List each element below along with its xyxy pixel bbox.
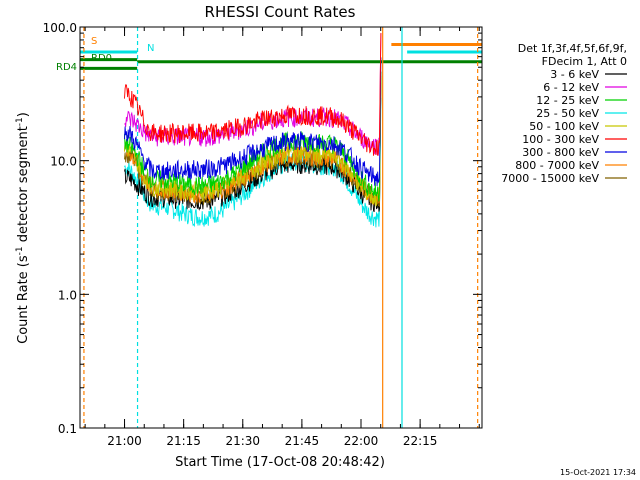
- y-axis-label: Count Rate (s-1 detector segment-1): [15, 112, 31, 344]
- legend-header: Det 1f,3f,4f,5f,6f,9f, FDecim 1, Att 0: [518, 42, 627, 68]
- legend-item-label: 300 - 800 keV: [522, 146, 599, 159]
- state-vlines: [83, 27, 479, 428]
- legend-item-label: 100 - 300 keV: [522, 133, 599, 146]
- timestamp: 15-Oct-2021 17:34: [560, 468, 636, 477]
- flag-bars: [80, 42, 482, 70]
- x-tick-label: 21:30: [225, 434, 260, 448]
- series-line-5: [124, 33, 382, 156]
- y-tick-label: 100.0: [43, 21, 77, 35]
- x-tick-label: 21:00: [107, 434, 142, 448]
- annotation-n: N: [147, 43, 154, 54]
- legend-item-label: 800 - 7000 keV: [515, 159, 599, 172]
- annotation-s: S: [91, 36, 97, 47]
- x-tick-label: 22:15: [403, 434, 438, 448]
- annotation-rd0: RD0: [91, 53, 112, 64]
- legend-header-line-2: FDecim 1, Att 0: [542, 55, 627, 68]
- plot-frame: [79, 26, 483, 429]
- x-tick-label: 22:00: [344, 434, 379, 448]
- y-axis-ticks: 0.1 1.0 10.0 100.0: [43, 21, 482, 436]
- x-tick-label: 21:45: [285, 434, 320, 448]
- chart-title: RHESSI Count Rates: [205, 3, 356, 21]
- x-axis-label: Start Time (17-Oct-08 20:48:42): [175, 455, 385, 470]
- series-line-4: [124, 77, 382, 207]
- legend-item-label: 25 - 50 keV: [536, 107, 599, 120]
- series-line-2: [124, 71, 382, 202]
- legend-item-label: 7000 - 15000 keV: [501, 172, 599, 185]
- legend-item-label: 3 - 6 keV: [550, 68, 599, 81]
- legend-item-label: 6 - 12 keV: [543, 81, 599, 94]
- x-axis-ticks: 21:00 21:15 21:30 21:45 22:00 22:15: [84, 27, 480, 448]
- annotation-rd4: RD4: [56, 62, 77, 73]
- y-tick-label: 1.0: [58, 288, 77, 302]
- legend-item-label: 12 - 25 keV: [536, 94, 599, 107]
- flag-labels: S N RD0 RD4: [56, 36, 154, 73]
- series-lines: [124, 33, 382, 228]
- y-tick-label: 0.1: [58, 422, 77, 436]
- legend-item-label: 50 - 100 keV: [529, 120, 599, 133]
- legend-header-line-1: Det 1f,3f,4f,5f,6f,9f,: [518, 42, 627, 55]
- x-tick-label: 21:15: [166, 434, 201, 448]
- y-tick-label: 10.0: [50, 155, 77, 169]
- series-line-6: [124, 57, 382, 187]
